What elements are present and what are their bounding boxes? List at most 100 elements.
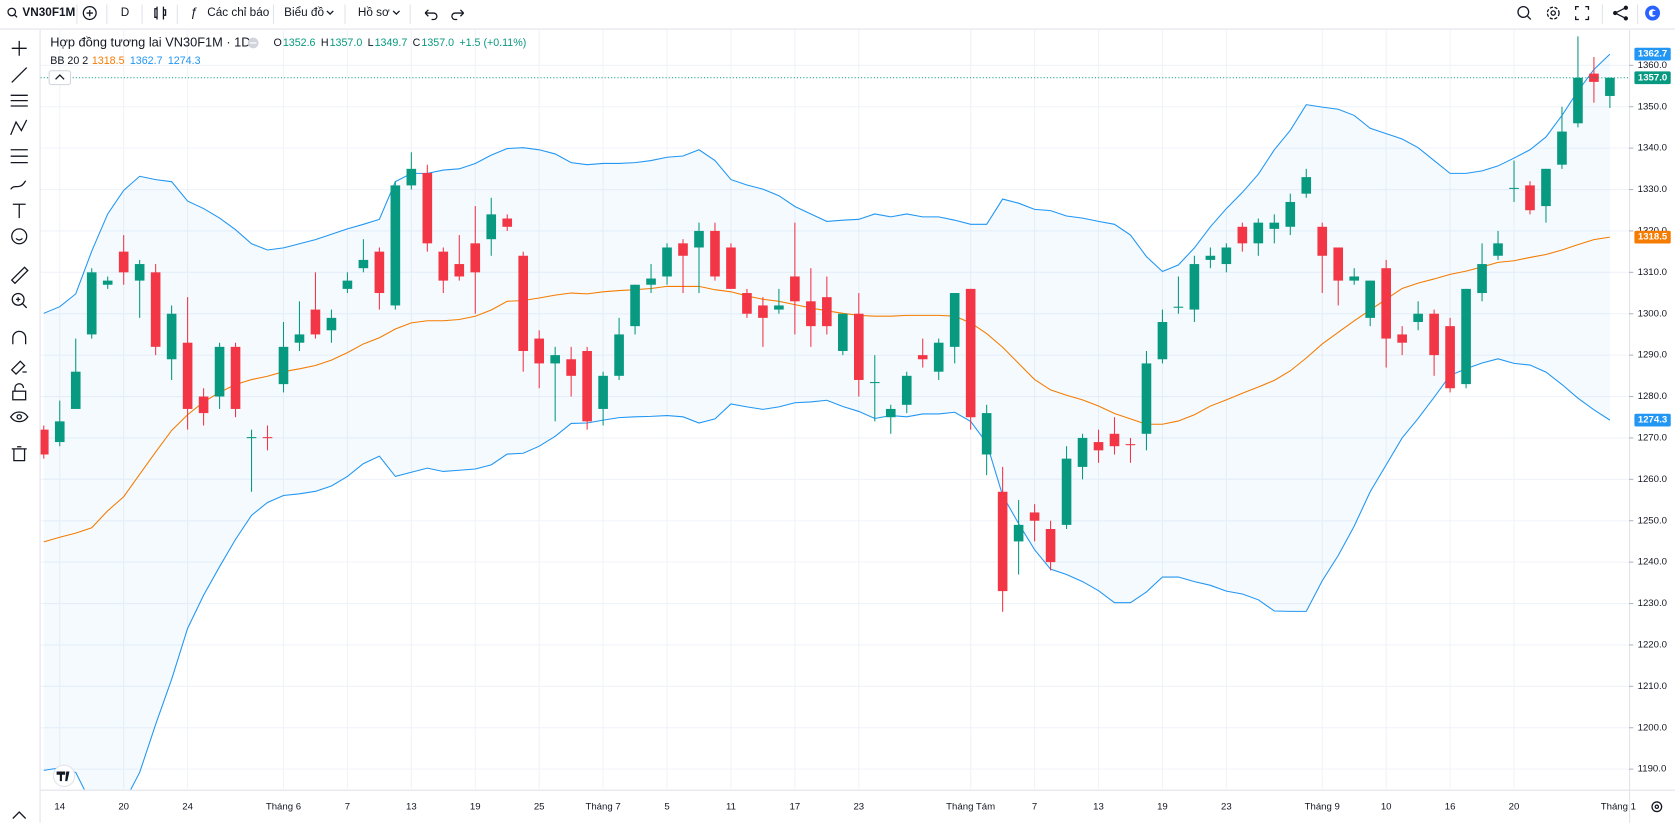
candle-body (1301, 177, 1312, 194)
ohlc-value: 1349.7 (375, 37, 408, 49)
lock-shackle (14, 383, 25, 392)
candle-body (758, 305, 768, 318)
ohlc-key: C (413, 37, 421, 49)
candle-body (182, 342, 193, 409)
candle-body (949, 293, 960, 347)
compare-icon[interactable] (82, 5, 97, 21)
candle-body (630, 284, 640, 327)
ruler-tool[interactable] (10, 266, 29, 285)
text-tool[interactable] (12, 203, 26, 219)
candle-body (965, 288, 976, 418)
brush-tool[interactable] (10, 180, 27, 190)
emoji-smile (15, 237, 23, 241)
x-tick-label: 7 (345, 801, 350, 812)
y-tick-label: 1250.0 (1638, 515, 1667, 526)
candle-body (1333, 247, 1344, 281)
band-fill (43, 54, 1610, 790)
candle-body (1573, 77, 1583, 124)
profile-menu[interactable]: Hồ sơ (358, 6, 390, 19)
undo-icon[interactable] (424, 9, 438, 21)
candle-body (885, 408, 896, 418)
legend-collapse[interactable] (48, 70, 72, 86)
indicator-values: 1318.5 1362.7 1274.3 (92, 55, 201, 67)
candle-body (1541, 168, 1551, 207)
x-tick-label: 5 (664, 801, 669, 812)
lock-tool[interactable] (12, 390, 27, 401)
watermark-logo (52, 764, 76, 787)
collapse-tool[interactable] (12, 811, 27, 819)
symbol[interactable]: VN30F1M (22, 6, 75, 19)
indicator-value: 1362.7 (130, 55, 163, 67)
lock-draw-tool[interactable] (10, 360, 27, 376)
candle-body (1077, 437, 1088, 467)
candle-body (1045, 529, 1056, 563)
x-tick-label: Tháng 7 (585, 801, 620, 812)
candle-body (326, 317, 337, 331)
candle-body (1109, 433, 1120, 447)
axis-settings (1651, 801, 1663, 813)
candle-body (1397, 334, 1407, 343)
zoom-tool-detail (16, 297, 28, 309)
visibility-pupil (16, 414, 23, 420)
candle-body (1141, 363, 1152, 434)
candle-body (454, 264, 465, 277)
candle-body (1317, 226, 1328, 256)
x-tick-label: 10 (1381, 801, 1392, 812)
chart-menu[interactable]: Biểu đồ (284, 6, 324, 19)
candle-body (901, 375, 912, 405)
fx-icon[interactable]: ƒ (190, 4, 197, 19)
candle-body (246, 437, 257, 439)
magnet-tool[interactable] (12, 330, 27, 345)
watermark-circle (52, 764, 76, 787)
zoom-tool[interactable] (11, 292, 25, 306)
redo-icon[interactable] (451, 9, 465, 21)
x-tick-label: 14 (54, 801, 65, 812)
ohlc-value: 1357.0 (421, 37, 454, 49)
pattern-tool[interactable] (10, 119, 28, 136)
ohlc-value: 1357.0 (330, 37, 363, 49)
x-tick-label: Tháng 9 (1305, 801, 1340, 812)
candle-body (1061, 458, 1072, 525)
zoom-icon[interactable] (1517, 5, 1530, 18)
prediction-tool[interactable] (10, 149, 28, 164)
trendline-tool[interactable] (11, 67, 28, 83)
search-icon[interactable] (7, 7, 17, 17)
crosshair-tool[interactable] (11, 40, 27, 56)
candle-body (1509, 187, 1519, 189)
candle-body (166, 313, 177, 360)
candle-body (1413, 313, 1423, 323)
candle-body (134, 264, 145, 281)
x-tick-label: 20 (1509, 801, 1520, 812)
indicators[interactable]: Các chỉ báo (207, 6, 270, 19)
watermark-glyph (56, 771, 70, 782)
price-tag-label: 1274.3 (1638, 415, 1667, 426)
candle-body (646, 278, 656, 285)
fib-tool[interactable] (10, 94, 28, 107)
visibility-tool[interactable] (9, 411, 29, 423)
candle-body (933, 342, 944, 372)
share-dot (1623, 5, 1628, 10)
y-tick-label: 1290.0 (1638, 350, 1667, 361)
chart-type-icon[interactable] (154, 6, 167, 20)
candle-body (774, 305, 784, 310)
candle-body (86, 272, 97, 335)
settings-icon[interactable] (1546, 6, 1560, 20)
candle-body (981, 413, 992, 455)
fullscreen-icon[interactable] (1575, 5, 1590, 21)
candle-body (1525, 185, 1535, 211)
candle-body (1365, 280, 1375, 318)
candle-body (278, 346, 289, 385)
interval[interactable]: D (121, 6, 129, 19)
candle-body (726, 247, 736, 289)
x-tick-label: Tháng Tám (946, 801, 995, 812)
candle-body (534, 338, 544, 364)
ohlc-values: O 1352.6 H 1357.0 L 1349.7 C 1357.0 +1.5 (+0.11%… (273, 37, 526, 49)
candle-body (1477, 264, 1487, 294)
axis-settings-icon[interactable] (1651, 801, 1663, 813)
y-tick-label: 1270.0 (1638, 432, 1667, 443)
emoji-tool[interactable] (11, 228, 28, 245)
delete-tool[interactable] (11, 446, 27, 462)
candle-body (406, 168, 417, 186)
x-tick-label: 16 (1445, 801, 1456, 812)
